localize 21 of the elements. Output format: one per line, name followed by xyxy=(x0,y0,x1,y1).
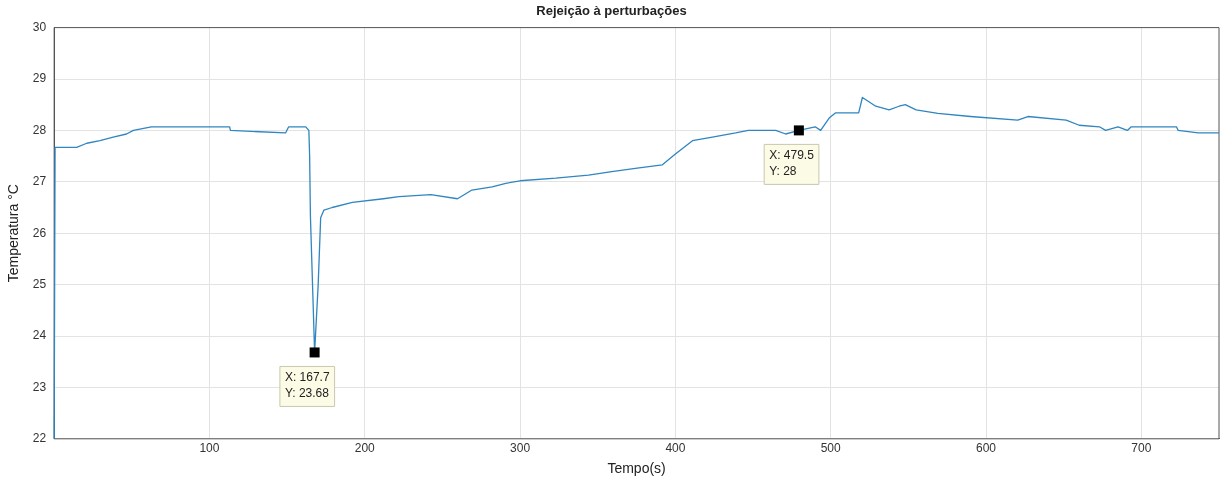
x-tick-label: 300 xyxy=(510,441,531,456)
annotation: X: 479.5 Y: 28 xyxy=(769,147,815,178)
x-axis-title: Tempo(s) xyxy=(607,460,666,477)
x-tick-label: 400 xyxy=(665,441,686,456)
y-tick-label: 23 xyxy=(32,379,47,394)
y-tick-label: 22 xyxy=(32,431,47,446)
y-tick-label: 26 xyxy=(32,225,47,240)
y-tick-label: 24 xyxy=(32,328,47,343)
y-axis-title: Temperatura °C xyxy=(5,184,22,283)
y-tick-label: 28 xyxy=(32,122,47,137)
x-tick-label: 100 xyxy=(199,441,220,456)
x-tick-label: 600 xyxy=(976,441,997,456)
y-tick-label: 30 xyxy=(32,19,47,34)
y-tick-label: 27 xyxy=(32,174,47,189)
x-tick-label: 200 xyxy=(354,441,376,456)
x-tick-label: 500 xyxy=(820,441,842,456)
chart-title: Rejeição à perturbações xyxy=(536,3,687,19)
y-tick-label: 25 xyxy=(32,276,47,291)
y-tick-label: 29 xyxy=(32,71,47,86)
x-tick-label: 700 xyxy=(1131,441,1152,456)
annotation: X: 167.7 Y: 23.68 xyxy=(284,369,330,400)
